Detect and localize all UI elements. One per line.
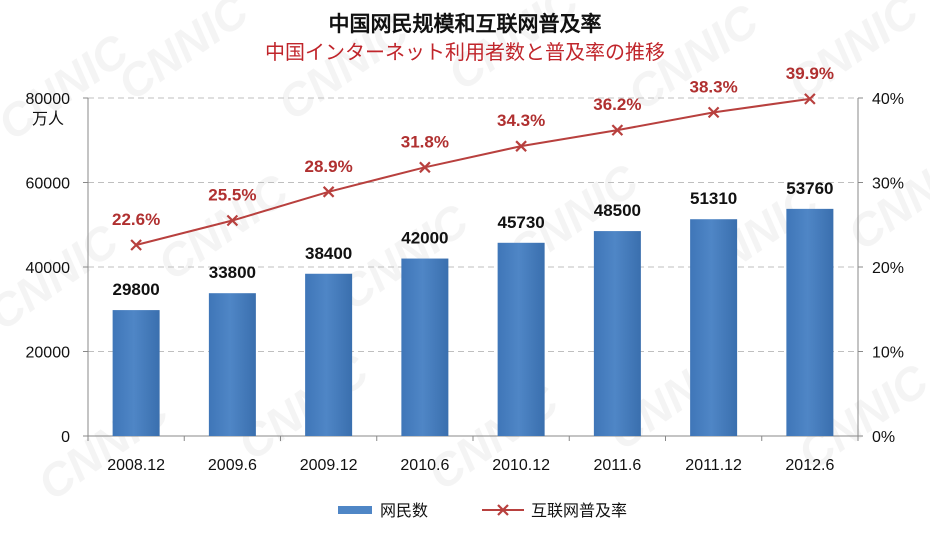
bar-2010.12 bbox=[497, 242, 545, 436]
bar-value-label: 48500 bbox=[594, 201, 641, 220]
bar-value-label: 29800 bbox=[112, 280, 159, 299]
x-tick-label: 2010.12 bbox=[492, 457, 550, 474]
x-tick-label: 2009.12 bbox=[300, 457, 358, 474]
bar-value-label: 33800 bbox=[209, 263, 256, 282]
bar-2009.6 bbox=[208, 293, 256, 436]
line-value-label: 36.2% bbox=[593, 95, 641, 114]
y-left-tick-label: 0 bbox=[61, 429, 70, 446]
x-tick-label: 2009.6 bbox=[208, 457, 257, 474]
y-left-tick-label: 20000 bbox=[26, 345, 71, 362]
line-value-label: 34.3% bbox=[497, 111, 545, 130]
y-right-tick-label: 20% bbox=[872, 260, 904, 277]
y-left-tick-label: 80000 bbox=[26, 91, 71, 108]
line-value-label: 38.3% bbox=[690, 77, 738, 96]
line-point-marker bbox=[226, 214, 239, 227]
x-tick-label: 2010.6 bbox=[400, 457, 449, 474]
bar-2011.12 bbox=[690, 219, 738, 436]
line-point-marker bbox=[419, 161, 431, 174]
legend-bar-label: 网民数 bbox=[380, 502, 428, 520]
line-point-marker bbox=[804, 93, 816, 105]
legend-bar-swatch bbox=[338, 506, 372, 514]
y-left-tick-label: 40000 bbox=[26, 260, 71, 277]
bar-value-label: 51310 bbox=[690, 189, 737, 208]
bar-value-label: 53760 bbox=[786, 179, 833, 198]
line-value-label: 25.5% bbox=[208, 186, 256, 205]
line-value-label: 28.9% bbox=[305, 157, 353, 176]
y-left-unit-label: 万人 bbox=[32, 110, 64, 128]
line-value-label: 39.9% bbox=[786, 64, 834, 83]
y-right-tick-label: 30% bbox=[872, 176, 904, 193]
line-value-label: 22.6% bbox=[112, 210, 160, 229]
bar-2011.6 bbox=[593, 231, 641, 436]
line-point-marker bbox=[515, 140, 527, 152]
bar-2009.12 bbox=[305, 273, 353, 436]
line-point-marker bbox=[707, 106, 720, 119]
line-point-marker bbox=[322, 186, 335, 198]
line-value-label: 31.8% bbox=[401, 132, 449, 151]
line-point-marker bbox=[130, 239, 142, 251]
x-tick-label: 2011.12 bbox=[685, 457, 742, 474]
x-tick-label: 2011.6 bbox=[594, 457, 642, 474]
chart-subtitle: 中国インターネット利用者数と普及率の推移 bbox=[265, 40, 665, 64]
y-left-tick-label: 60000 bbox=[26, 176, 71, 193]
bar-value-label: 42000 bbox=[401, 229, 448, 248]
legend-line-label: 互联网普及率 bbox=[531, 502, 627, 520]
line-point-marker bbox=[611, 124, 624, 136]
bar-2008.12 bbox=[112, 310, 160, 436]
chart-title: 中国网民规模和互联网普及率 bbox=[328, 12, 602, 36]
x-tick-label: 2008.12 bbox=[107, 457, 165, 474]
line-series-penetration-rate bbox=[135, 97, 811, 246]
x-tick-label: 2012.6 bbox=[785, 457, 834, 474]
bar-value-label: 45730 bbox=[497, 213, 544, 232]
y-right-tick-label: 0% bbox=[872, 429, 895, 446]
bar-value-label: 38400 bbox=[305, 244, 352, 263]
bar-2010.6 bbox=[401, 258, 449, 436]
y-right-tick-label: 40% bbox=[872, 91, 904, 108]
legend-line-marker bbox=[497, 504, 509, 516]
y-right-tick-label: 10% bbox=[872, 345, 904, 362]
bar-2012.6 bbox=[786, 208, 834, 436]
